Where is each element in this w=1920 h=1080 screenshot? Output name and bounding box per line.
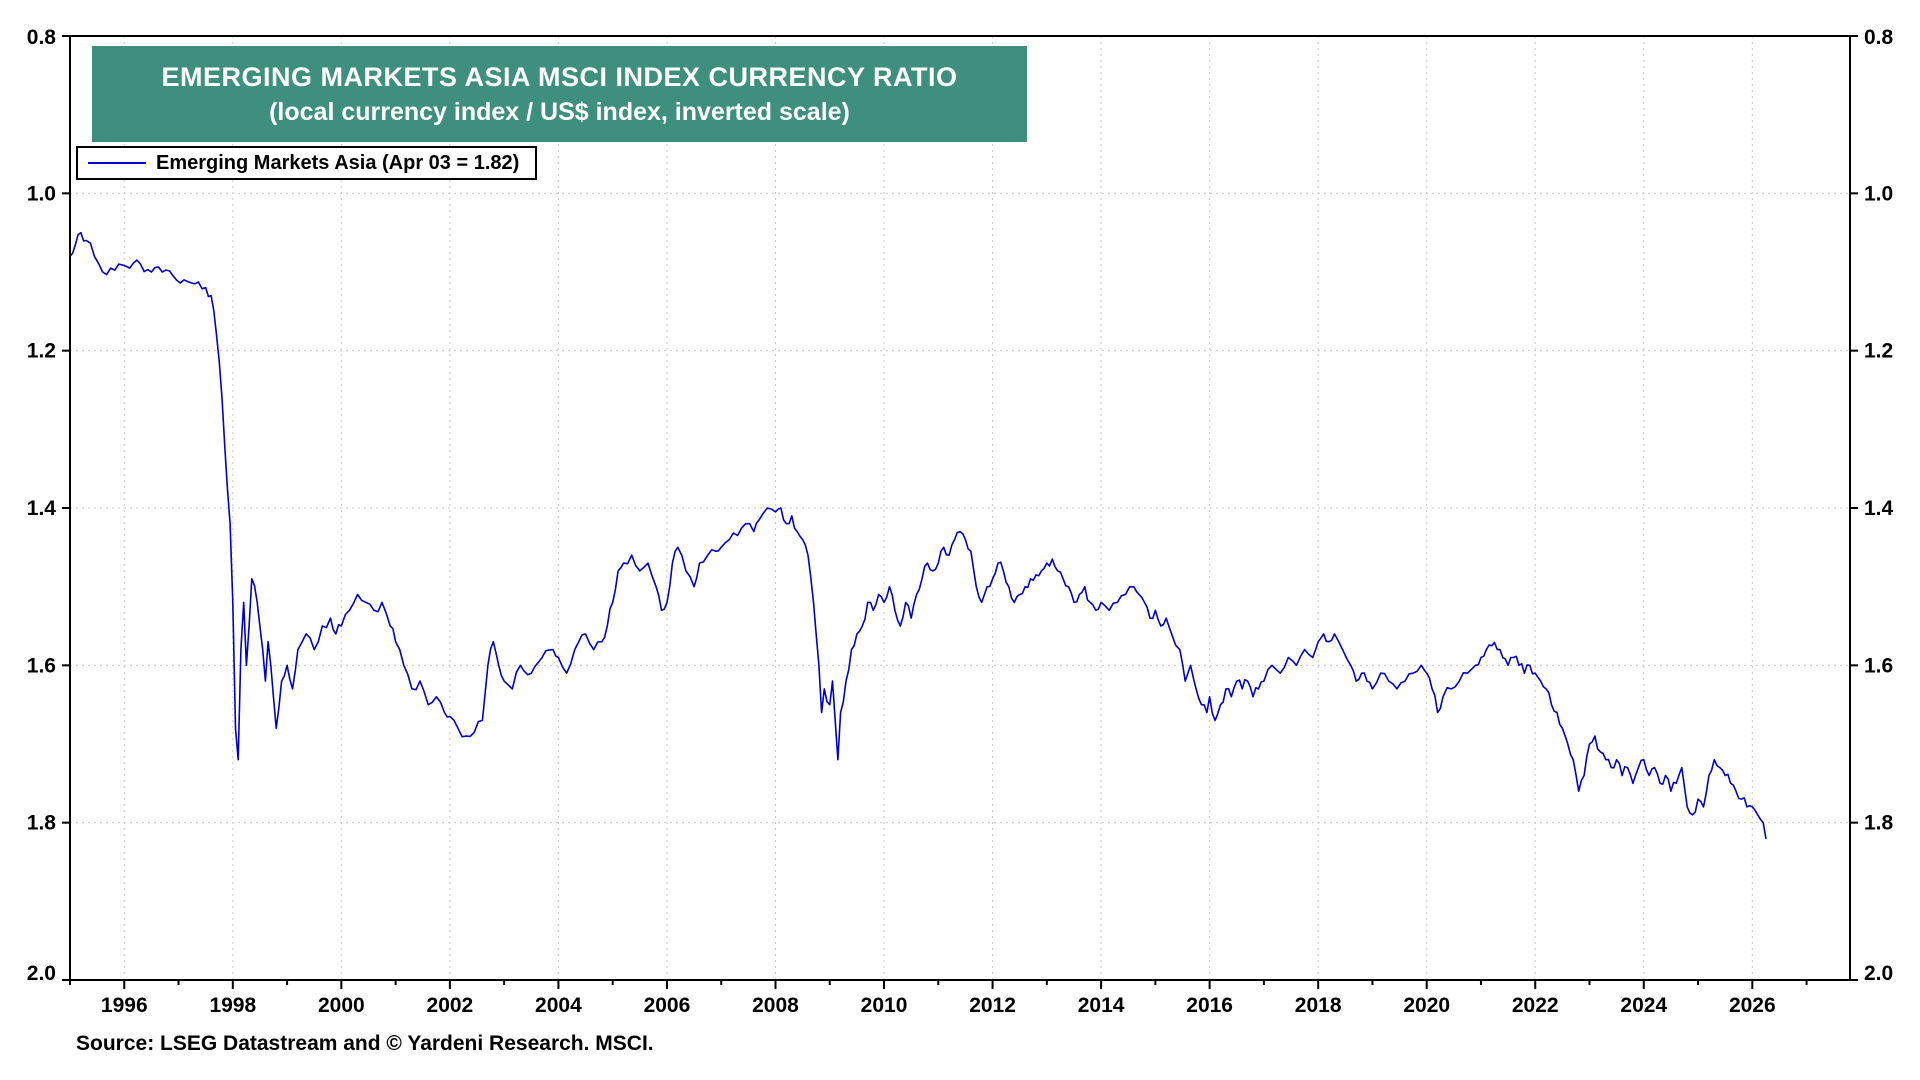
series-line: [69, 231, 1767, 840]
x-axis-label: 2004: [535, 994, 582, 1017]
y-axis-label-right: 1.2: [1864, 340, 1893, 363]
y-axis-label-right: 0.8: [1864, 26, 1894, 49]
x-axis-label: 2002: [427, 994, 474, 1017]
x-axis-label: 2016: [1186, 994, 1233, 1017]
x-axis-label: 2014: [1078, 994, 1125, 1017]
source-text: Source: LSEG Datastream and © Yardeni Re…: [76, 1032, 654, 1055]
x-axis-label: 2012: [969, 994, 1016, 1017]
y-axis-label-left: 0.8: [27, 26, 57, 49]
y-axis-label-left: 2.0: [27, 962, 56, 985]
x-axis-label: 2022: [1512, 994, 1559, 1017]
y-axis-label-right: 1.0: [1864, 182, 1893, 205]
y-axis-label-left: 1.6: [27, 654, 56, 677]
chart-title-box: EMERGING MARKETS ASIA MSCI INDEX CURRENC…: [92, 46, 1027, 142]
y-axis-label-left: 1.0: [27, 182, 56, 205]
chart-title: EMERGING MARKETS ASIA MSCI INDEX CURRENC…: [161, 61, 958, 92]
y-axis-label-right: 1.6: [1864, 654, 1893, 677]
y-axis-label-right: 1.4: [1864, 497, 1894, 520]
axis-labels: 1996 1998 2000 2002 2004 2006 2008 2010 2012 2014…: [27, 26, 1894, 1017]
x-axis-label: 2000: [318, 994, 365, 1017]
x-axis-label: 2010: [861, 994, 908, 1017]
legend-label: Emerging Markets Asia (Apr 03 = 1.82): [156, 151, 520, 174]
data-series: [69, 231, 1767, 840]
x-axis-label: 1998: [209, 994, 256, 1017]
y-axis-label-right: 1.8: [1864, 812, 1894, 835]
chart-subtitle: (local currency index / US$ index, inver…: [269, 97, 850, 126]
axes: [62, 35, 1858, 989]
legend: Emerging Markets Asia (Apr 03 = 1.82): [76, 146, 538, 180]
legend-line-swatch-icon: [88, 162, 146, 164]
x-axis-label: 2024: [1620, 994, 1667, 1017]
gridlines: [70, 36, 1850, 980]
x-axis-label: 2020: [1403, 994, 1450, 1017]
y-axis-label-left: 1.4: [27, 497, 57, 520]
y-axis-label-left: 1.2: [27, 340, 56, 363]
y-axis-label-left: 1.8: [27, 812, 57, 835]
x-axis-label: 2018: [1295, 994, 1342, 1017]
y-axis-label-right: 2.0: [1864, 962, 1893, 985]
x-axis-label: 2026: [1729, 994, 1776, 1017]
x-axis-label: 2006: [644, 994, 691, 1017]
x-axis-label: 2008: [752, 994, 799, 1017]
x-axis-label: 1996: [101, 994, 148, 1017]
